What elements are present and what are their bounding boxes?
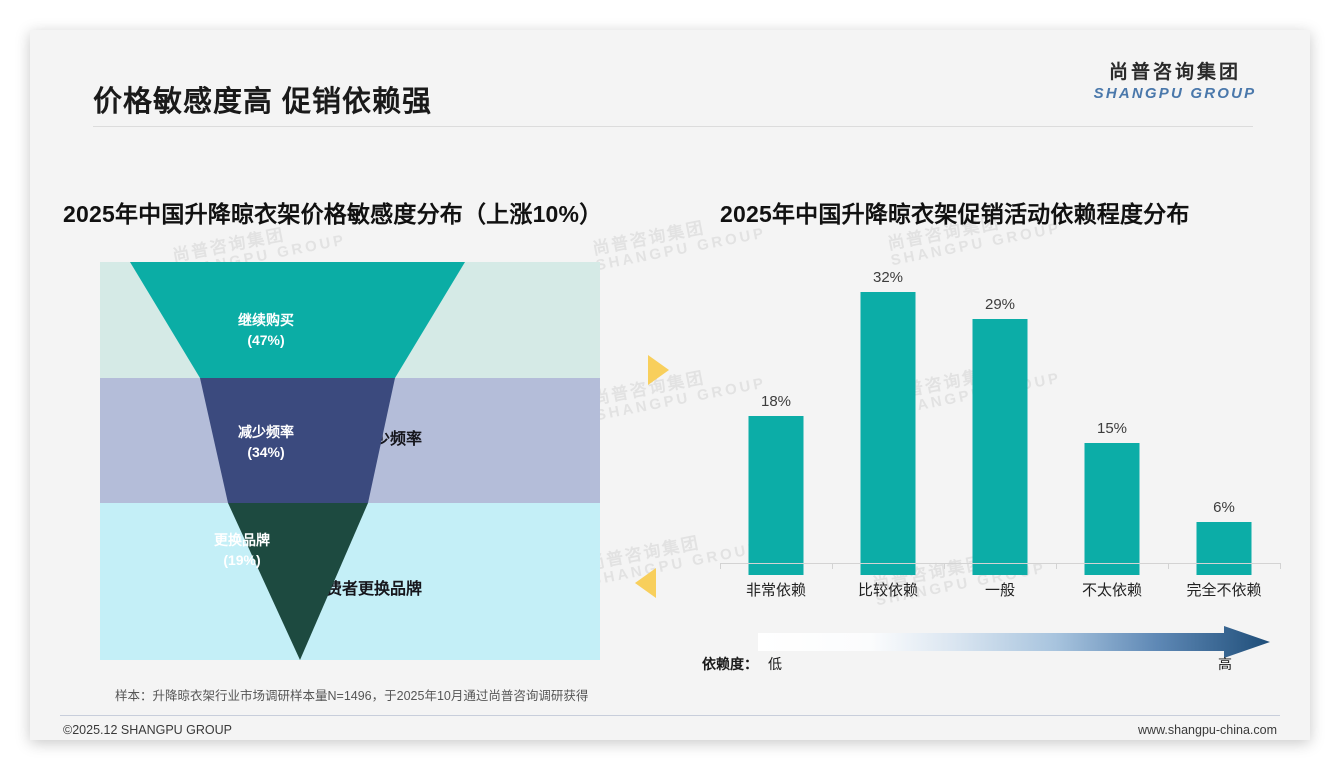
right-chart-title: 2025年中国升降晾衣架促销活动依赖程度分布 xyxy=(720,201,1190,227)
footer-divider xyxy=(60,715,1280,716)
funnel-segment-switch-brand xyxy=(228,503,368,660)
legend-low-label: 低 xyxy=(768,656,782,672)
x-axis-tick xyxy=(944,563,945,569)
x-axis-tick xyxy=(832,563,833,569)
funnel-segment-reduce-frequency xyxy=(200,378,395,503)
funnel-shape xyxy=(130,262,465,660)
bar-category-label: 比较依赖 xyxy=(857,582,918,599)
bar-rect[interactable] xyxy=(860,292,916,575)
bar-column[interactable]: 32% xyxy=(832,255,944,575)
bar-column[interactable]: 29% xyxy=(944,255,1056,575)
x-axis-line xyxy=(720,563,1280,564)
x-axis-tick xyxy=(1280,563,1281,569)
bar-rect[interactable] xyxy=(1196,522,1252,575)
play-triangle-right-icon xyxy=(648,355,669,385)
bar-category-label: 非常依赖 xyxy=(745,582,806,599)
bar-category-label: 不太依赖 xyxy=(1081,582,1142,599)
x-axis-tick xyxy=(720,563,721,569)
logo-chinese-text: 尚普咨询集团 xyxy=(1108,62,1241,83)
slide-header: 价格敏感度高 促销依赖强 尚普咨询集团 SHANGPU GROUP xyxy=(30,30,1310,127)
header-divider xyxy=(93,126,1253,127)
bar-column[interactable]: 18% xyxy=(720,255,832,575)
bar-value-label: 29% xyxy=(984,295,1016,313)
bar-category-label: 一般 xyxy=(984,582,1015,599)
legend-title: 依赖度： xyxy=(702,656,758,672)
bar-rect[interactable] xyxy=(972,318,1028,575)
footer-copyright: ©2025.12 SHANGPU GROUP xyxy=(63,723,232,737)
x-axis-tick xyxy=(1056,563,1057,569)
gradient-arrow-icon xyxy=(758,626,1270,658)
brand-logo: 尚普咨询集团 SHANGPU GROUP xyxy=(1080,62,1270,103)
page-title: 价格敏感度高 促销依赖强 xyxy=(93,86,433,118)
funnel-segment-continue-purchase xyxy=(130,262,465,378)
bar-rect[interactable] xyxy=(748,416,804,575)
source-footnote: 样本：升降晾衣架行业市场调研样本量N=1496，于2025年10月通过尚普咨询调… xyxy=(115,689,589,703)
funnel-chart: 47%消费者继续购买 34%消费者减少频率 19%消费者更换品牌 继续购买 (4… xyxy=(30,230,670,680)
legend-high-label: 高 xyxy=(1218,656,1232,672)
bar-value-label: 6% xyxy=(1213,499,1235,516)
footer-website: www.shangpu-china.com xyxy=(1138,723,1277,737)
bar-column[interactable]: 6% xyxy=(1168,255,1280,575)
left-chart-title: 2025年中国升降晾衣架价格敏感度分布（上涨10%） xyxy=(63,201,603,227)
bar-rect[interactable] xyxy=(1084,442,1140,575)
bar-plot-area: 18% 32% 29% 15% 6% xyxy=(720,255,1280,575)
x-axis-tick xyxy=(1168,563,1169,569)
bar-chart: 18% 32% 29% 15% 6% 非常依赖 比较依赖 一般 不太依赖 完全不依赖 xyxy=(690,245,1290,605)
dependency-gradient-legend: 依赖度： 低 高 xyxy=(690,620,1290,680)
play-triangle-left-icon xyxy=(635,568,656,598)
bar-column[interactable]: 15% xyxy=(1056,255,1168,575)
logo-english-text: SHANGPU GROUP xyxy=(1093,85,1257,102)
bar-category-label: 完全不依赖 xyxy=(1186,582,1262,599)
bar-value-label: 18% xyxy=(760,393,792,410)
bar-value-label: 32% xyxy=(872,269,904,287)
bar-value-label: 15% xyxy=(1096,419,1128,437)
slide-canvas: 尚普咨询集团 SHANGPU GROUP 尚普咨询集团 SHANGPU GROU… xyxy=(30,30,1310,740)
